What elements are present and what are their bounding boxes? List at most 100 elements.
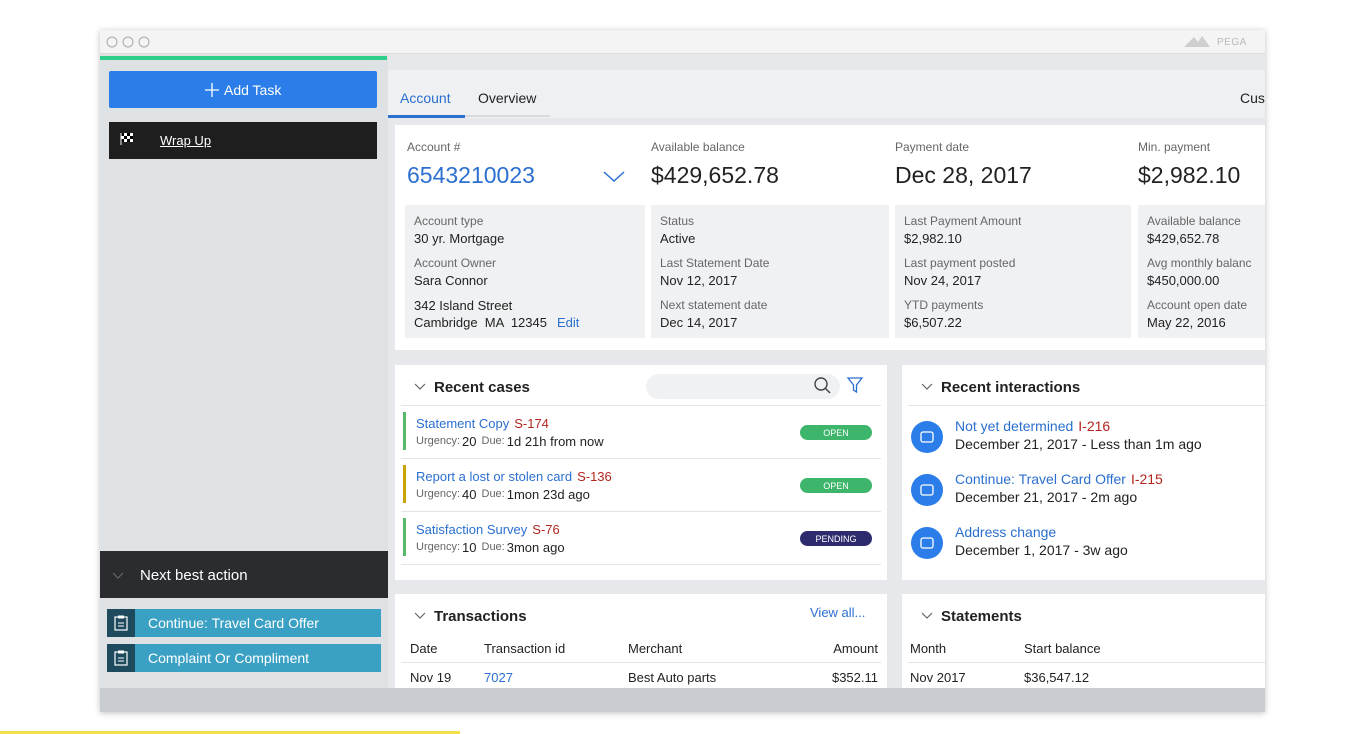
summary-label: Available balance — [651, 140, 745, 154]
text-line: Cus — [1240, 88, 1265, 109]
tab[interactable]: Cus — [1240, 90, 1265, 106]
collapse-chevron — [921, 612, 933, 619]
text-line: Recent interactions — [941, 376, 1080, 399]
case-title[interactable]: Statement Copy — [416, 415, 510, 431]
brand-logo — [1184, 36, 1210, 47]
detail-label: Avg monthly balanc — [1147, 256, 1252, 270]
nba-action[interactable] — [107, 644, 381, 672]
text-line: $450,000.00 — [1147, 270, 1219, 290]
text-line: Active — [660, 228, 695, 248]
interaction-detail: December 1, 2017 - 3w ago — [955, 542, 1128, 558]
text-line: December 21, 2017 - Less than 1m ago — [955, 434, 1202, 455]
detail-value: Sara Connor — [414, 272, 488, 288]
text-line: $429,652.78 — [651, 158, 779, 193]
text-line: Transaction id — [484, 638, 565, 658]
card-title: Recent interactions — [941, 378, 1081, 396]
case-status-bar — [403, 412, 406, 450]
nba-action-label[interactable]: Continue: Travel Card Offer — [148, 615, 319, 631]
detail-value: $450,000.00 — [1147, 272, 1220, 288]
view-all-link[interactable]: View all... — [810, 604, 866, 620]
text-line: Account Owner — [414, 254, 496, 272]
add-task-label[interactable]: Add Task — [224, 82, 282, 98]
clipboard-icon — [114, 615, 128, 631]
statements-card — [902, 594, 1265, 688]
text-line: Not yet determined I-216 — [955, 416, 1110, 437]
row-divider — [401, 511, 881, 512]
table-cell[interactable]: 7027 — [484, 669, 513, 685]
card-title: Recent cases — [434, 378, 530, 396]
text-line: 30 yr. Mortgage — [414, 228, 504, 248]
text-line: Avg monthly balanc — [1147, 254, 1252, 272]
text-line: Month — [910, 638, 946, 658]
text-line: 342 Island Street — [414, 295, 512, 315]
filter-icon — [846, 377, 864, 394]
tab[interactable]: Overview — [478, 90, 537, 106]
detail-value: Nov 24, 2017 — [904, 272, 982, 288]
case-id: S-76 — [532, 521, 560, 537]
wrap-up-label[interactable]: Wrap Up — [160, 132, 212, 148]
card-title: Statements — [941, 607, 1022, 625]
text-line: Merchant — [628, 638, 682, 658]
nba-header — [100, 551, 388, 598]
case-title[interactable]: Report a lost or stolen card — [416, 468, 573, 484]
nba-chevron — [112, 572, 124, 579]
status-label: OPEN — [823, 480, 849, 491]
collapse-chevron — [921, 383, 933, 390]
summary-value[interactable]: 6543210023 — [407, 161, 535, 188]
text-line: Account open date — [1147, 296, 1247, 314]
account-dropdown — [603, 171, 625, 183]
column-header: Amount — [833, 640, 878, 656]
interaction-title[interactable]: Address change — [955, 524, 1057, 540]
search-box[interactable] — [646, 374, 840, 399]
detail-value: May 22, 2016 — [1147, 314, 1226, 330]
tab-bar — [388, 70, 1265, 118]
row-divider — [401, 662, 881, 663]
title-bar — [100, 30, 1265, 54]
interaction-title[interactable]: Continue: Travel Card Offer — [955, 471, 1126, 487]
text-line: Date — [410, 638, 437, 658]
urgency-label: Urgency: — [416, 541, 461, 553]
text-line: $36,547.12 — [1024, 667, 1089, 687]
interaction-title[interactable]: Not yet determined — [955, 418, 1074, 434]
text-line: Statement Copy S-174 — [416, 413, 549, 433]
add-task-button[interactable] — [109, 71, 377, 108]
case-status-bar — [403, 518, 406, 556]
wrap-up-button[interactable] — [109, 122, 377, 159]
bottom-strip — [100, 688, 1265, 712]
row-divider — [908, 405, 1265, 406]
row-divider — [401, 564, 881, 565]
detail-value: $429,652.78 — [1147, 230, 1220, 246]
text-line: Account — [400, 88, 451, 109]
text-line: Cambridge MA 12345 Edit — [414, 312, 579, 332]
status-label: PENDING — [815, 533, 857, 544]
detail-label: Account open date — [1147, 298, 1248, 312]
detail-label: Available balance — [1147, 214, 1241, 228]
status-pill — [800, 425, 872, 440]
edit-link[interactable]: Edit — [556, 314, 580, 330]
text-line: Continue: Travel Card Offer — [148, 613, 319, 634]
address-line: Cambridge MA 12345 — [414, 314, 547, 330]
table-cell: Best Auto parts — [628, 669, 717, 685]
detail-label: Last Payment Amount — [904, 214, 1022, 228]
nba-action[interactable] — [107, 609, 381, 637]
summary-value: $2,982.10 — [1138, 161, 1241, 188]
text-line: $2,982.10 — [904, 228, 962, 248]
text-line: May 22, 2016 — [1147, 312, 1226, 332]
text-line: Account # — [407, 138, 460, 156]
interaction-icon — [911, 474, 943, 506]
case-id: S-136 — [577, 468, 612, 484]
due-label: Due: — [481, 435, 505, 447]
nba-action-label[interactable]: Complaint Or Compliment — [148, 650, 310, 666]
tab[interactable]: Account — [400, 90, 451, 106]
table-cell: Nov 19 — [410, 669, 452, 685]
tab-underline — [388, 115, 550, 117]
detail-value: $2,982.10 — [904, 230, 962, 246]
summary-value: $429,652.78 — [651, 161, 779, 188]
search-icon — [814, 377, 831, 394]
status-pill — [800, 478, 872, 493]
text-line: Best Auto parts — [628, 667, 716, 687]
case-status-bar — [403, 465, 406, 503]
case-title[interactable]: Satisfaction Survey — [416, 521, 528, 537]
text-line: Nov 19 — [410, 667, 451, 687]
text-line: Urgency: 40 Due: 1mon 23d ago — [416, 484, 590, 504]
